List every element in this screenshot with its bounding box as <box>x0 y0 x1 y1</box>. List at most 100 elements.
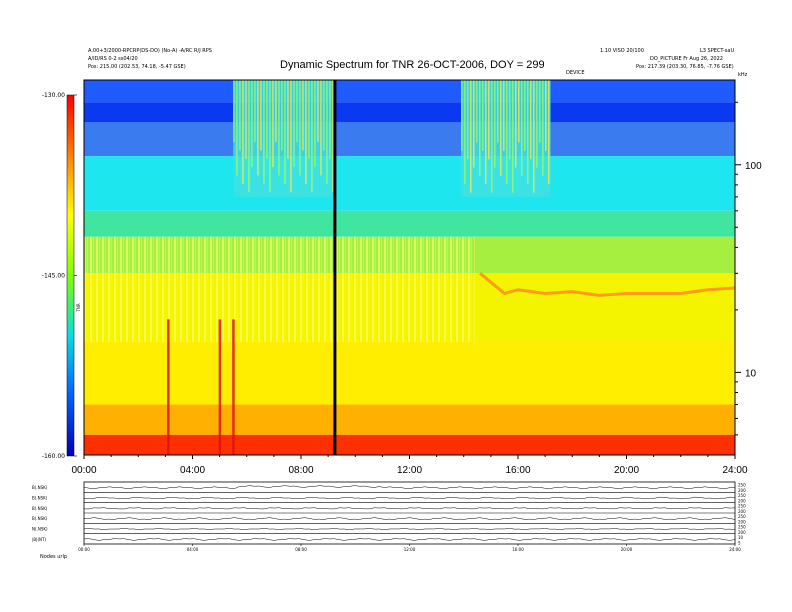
burst-streak <box>506 80 508 185</box>
lower-right-tick-label: 200 <box>738 488 746 493</box>
burst-streak <box>524 80 526 151</box>
lower-row-label: B(.NSK) <box>32 496 48 501</box>
device-label: DEVICE <box>566 70 585 76</box>
burst-streak <box>518 80 520 143</box>
lower-x-tick-label: 12:00 <box>404 547 416 552</box>
burst-streak <box>464 80 466 185</box>
burst-streak <box>515 80 517 168</box>
lower-row-label: B(.NSK) <box>32 516 48 521</box>
y-tick-label: 100 <box>745 161 762 172</box>
burst-streak <box>539 80 541 143</box>
lower-right-tick-label: 250 <box>738 525 746 530</box>
burst-streak <box>494 80 496 168</box>
burst-streak <box>305 80 307 184</box>
burst-streak <box>272 80 274 168</box>
burst-streak <box>509 80 511 160</box>
header-right-line1: 1.10 VISO 20/100 <box>600 48 644 54</box>
heatmap-area <box>84 80 736 455</box>
spectrum-band-9 <box>84 434 735 455</box>
burst-streak <box>266 80 268 159</box>
header-right-line2: L3 SPECT-saU <box>700 48 735 54</box>
burst-streak <box>326 80 328 184</box>
x-tick-label: 16:00 <box>505 465 530 476</box>
footer-label: Nodes urlp <box>40 554 68 560</box>
burst-streak <box>533 80 535 193</box>
burst-streak <box>488 80 490 160</box>
lower-right-tick-label: 250 <box>738 493 746 498</box>
burst-streak <box>461 80 463 151</box>
streak-texture <box>84 236 475 343</box>
lower-trace <box>83 485 736 489</box>
burst-streak <box>239 80 241 151</box>
burst-streak <box>317 80 319 143</box>
burst-streak <box>548 80 550 185</box>
burst-region-0 <box>233 80 334 197</box>
lower-trace <box>83 507 736 510</box>
burst-streak <box>332 80 334 193</box>
burst-streak <box>521 80 523 176</box>
spike-2 <box>232 319 235 455</box>
colorbar-tick-label: -145.00 <box>42 273 65 280</box>
burst-streak <box>545 80 547 151</box>
burst-streak <box>263 80 265 184</box>
lower-trace <box>83 496 736 500</box>
lower-x-tick-label: 00:00 <box>78 547 90 552</box>
burst-streak <box>308 80 310 159</box>
burst-streak <box>245 80 247 159</box>
colorbar-tick-label: -160.00 <box>42 453 65 460</box>
burst-streak <box>293 80 295 168</box>
burst-streak <box>482 80 484 151</box>
burst-streak <box>254 80 256 143</box>
lower-x-tick-label: 20:00 <box>621 547 633 552</box>
header-left-line3: Pos: 215.00 (202.53, 74.18, -5.47 GSE) <box>88 64 186 70</box>
burst-streak <box>275 80 277 143</box>
burst-streak <box>320 80 322 176</box>
x-tick-label: 12:00 <box>397 465 422 476</box>
lower-right-tick-label: 200 <box>738 530 746 535</box>
x-tick-label: 00:00 <box>71 465 96 476</box>
chart-title: Dynamic Spectrum for TNR 26-OCT-2006, DO… <box>280 59 545 71</box>
burst-region-1 <box>461 80 551 197</box>
burst-streak <box>251 80 253 168</box>
lower-trace <box>83 517 736 520</box>
lower-x-tick-label: 24:00 <box>729 547 741 552</box>
burst-streak <box>269 80 271 193</box>
colorbar-tick-label: -130.00 <box>42 92 65 99</box>
header-left-line1: A.00+3/2000-RPCRP(DS-DO) (No-A) -A/RC R/… <box>88 48 212 54</box>
spectrum-band-0 <box>84 80 735 103</box>
colorbar: -130.00 -145.00 -160.00 TNR <box>42 92 81 460</box>
lower-trace <box>83 538 736 541</box>
burst-streak <box>500 80 502 176</box>
burst-streak <box>257 80 259 176</box>
x-tick-label: 04:00 <box>180 465 205 476</box>
lower-right-tick-label: 250 <box>738 483 746 488</box>
lower-right-tick-label: 5 <box>738 541 741 546</box>
burst-streak <box>329 80 331 159</box>
header-right-line4: Pos: 217.39 (203.30, 76.85, -7.76 GSE) <box>636 64 734 70</box>
axes: 00:00 04:00 08:00 12:00 16:00 20:00 24:00 100 10 <box>71 79 762 476</box>
colorbar-label: TNR <box>76 303 81 312</box>
emission-trace <box>479 272 736 297</box>
x-tick-label: 20:00 <box>614 465 639 476</box>
lower-x-tick-label: 16:00 <box>512 547 524 552</box>
lower-trace <box>83 528 736 531</box>
burst-streak <box>527 80 529 185</box>
x-tick-label: 24:00 <box>722 465 747 476</box>
spectrum-band-8 <box>84 404 735 435</box>
units-label: kHz <box>738 72 748 78</box>
spectrum-band-4 <box>84 210 735 237</box>
burst-streak <box>236 80 238 176</box>
burst-streak <box>302 80 304 151</box>
burst-streak <box>467 80 469 160</box>
lower-row-label: N(.NSK) <box>32 527 48 532</box>
burst-streak <box>278 80 280 176</box>
burst-streak <box>323 80 325 151</box>
burst-streak <box>479 80 481 176</box>
burst-streak <box>290 80 292 193</box>
burst-streak <box>530 80 532 160</box>
burst-streak <box>476 80 478 143</box>
burst-streak <box>485 80 487 185</box>
burst-streak <box>470 80 472 193</box>
burst-streak <box>260 80 262 151</box>
